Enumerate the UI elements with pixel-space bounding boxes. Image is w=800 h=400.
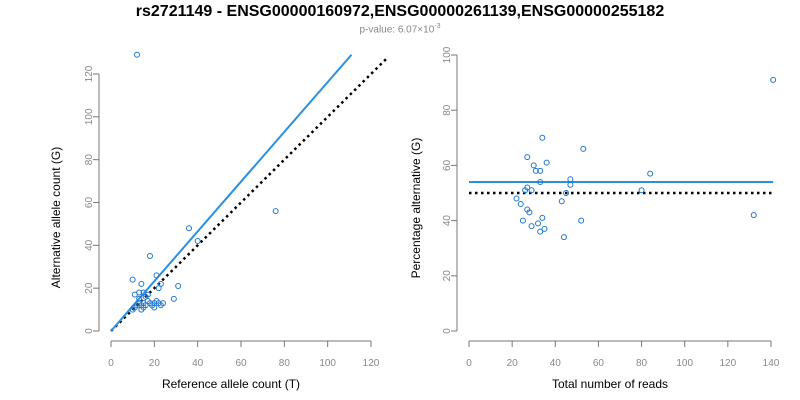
data-point	[528, 187, 535, 194]
data-point	[186, 225, 192, 232]
data-point	[175, 283, 182, 290]
data-point	[134, 51, 140, 58]
y-tick-label: 120	[84, 65, 95, 82]
x-tick-label: 60	[593, 358, 605, 369]
y-tick-label: 80	[442, 104, 453, 116]
data-point	[140, 300, 147, 307]
data-point	[155, 285, 162, 292]
y-tick-label: 0	[84, 328, 95, 334]
pvalue-text: p-value: 6.07×10	[359, 24, 435, 36]
y-tick-label: 60	[84, 197, 95, 209]
x-tick-label: 120	[363, 358, 380, 369]
x-tick-label: 140	[763, 358, 780, 369]
y-tick-label: 40	[84, 239, 95, 251]
data-point	[153, 272, 160, 279]
data-point	[535, 220, 542, 227]
data-point	[558, 198, 565, 205]
data-point	[541, 225, 548, 232]
data-point	[129, 276, 136, 283]
data-point	[138, 280, 145, 287]
x-tick-label: 40	[550, 358, 562, 369]
page-subtitle: p-value: 6.07×10-3	[0, 23, 800, 35]
data-point	[578, 217, 585, 224]
data-point	[147, 253, 153, 260]
data-point	[537, 167, 544, 174]
y-tick-label: 40	[442, 215, 453, 227]
x-tick-label: 80	[279, 358, 291, 369]
y-tick-label: 20	[84, 282, 95, 294]
x-tick-label: 80	[636, 358, 648, 369]
data-point	[537, 228, 544, 235]
data-point	[272, 208, 279, 215]
y-tick-label: 60	[442, 159, 453, 171]
data-point	[517, 201, 524, 208]
data-point	[134, 302, 140, 309]
x-tick-label: 20	[507, 358, 519, 369]
y-tick-label: 20	[442, 270, 453, 282]
data-point	[750, 212, 757, 219]
x-axis-label: Total number of reads	[552, 377, 668, 391]
data-point	[194, 238, 201, 245]
data-point	[532, 167, 539, 174]
fit-line	[110, 54, 353, 332]
data-point	[560, 234, 567, 241]
x-tick-label: 120	[720, 358, 737, 369]
data-point	[138, 306, 145, 313]
data-point	[647, 170, 654, 177]
data-point	[526, 209, 533, 216]
data-point	[129, 306, 136, 313]
data-point	[770, 76, 777, 83]
data-point	[543, 159, 550, 166]
x-tick-label: 40	[192, 358, 204, 369]
y-tick-label: 100	[442, 46, 453, 63]
data-point	[136, 295, 143, 302]
data-point	[151, 304, 158, 311]
data-point	[539, 134, 546, 141]
data-point	[136, 289, 143, 296]
x-tick-label: 100	[319, 358, 336, 369]
data-point	[170, 295, 177, 302]
data-point	[160, 300, 166, 307]
data-point	[537, 178, 544, 185]
x-tick-label: 0	[108, 358, 114, 369]
data-point	[519, 217, 526, 224]
y-tick-label: 0	[442, 328, 453, 334]
data-point	[638, 187, 645, 194]
x-tick-label: 0	[466, 358, 472, 369]
data-point	[513, 195, 520, 202]
y-tick-label: 100	[84, 108, 95, 125]
x-tick-label: 100	[676, 358, 693, 369]
data-point	[567, 176, 574, 183]
data-point	[530, 162, 537, 169]
data-point	[563, 190, 570, 196]
x-axis-label: Reference allele count (T)	[162, 377, 300, 391]
data-point	[539, 214, 546, 221]
x-tick-label: 20	[149, 358, 161, 369]
data-point	[522, 187, 529, 194]
data-point	[524, 154, 531, 161]
pvalue-exponent: -3	[434, 23, 441, 30]
y-tick-label: 80	[84, 154, 95, 166]
x-tick-label: 60	[235, 358, 247, 369]
y-axis-label: Percentage alternative (G)	[409, 138, 423, 279]
page-title: rs2721149 - ENSG00000160972,ENSG00000261…	[135, 3, 665, 20]
data-point	[528, 223, 535, 230]
y-axis-label: Alternative allele count (G)	[49, 147, 63, 288]
data-point	[144, 291, 151, 298]
data-point	[567, 181, 574, 188]
reference-line	[110, 58, 388, 332]
data-point	[580, 145, 587, 152]
